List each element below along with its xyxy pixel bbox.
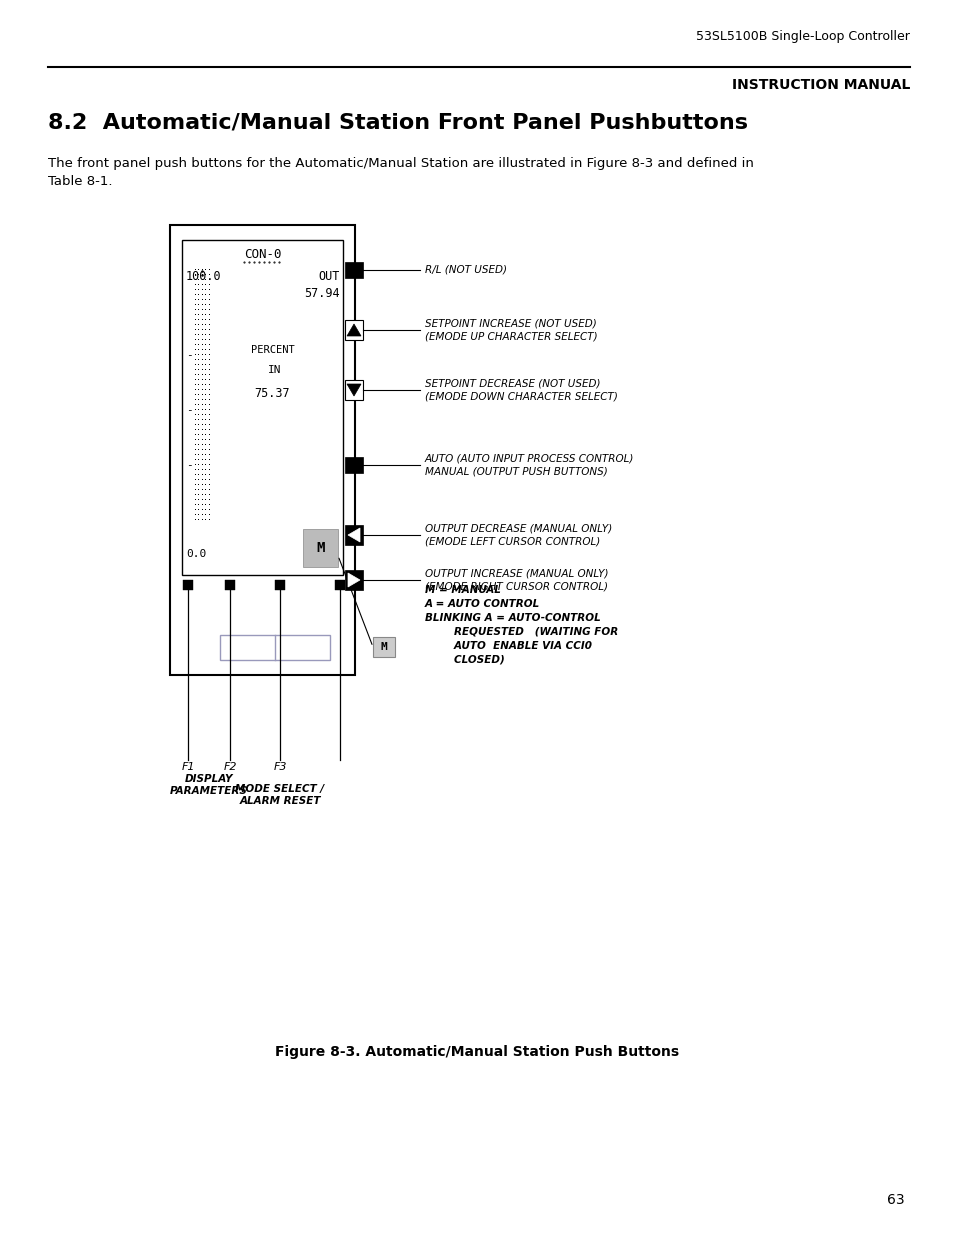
Bar [345,380,363,400]
Text: PERCENT: PERCENT [251,345,294,354]
Text: M = MANUAL: M = MANUAL [424,585,500,595]
Text: 0.0: 0.0 [186,550,206,559]
Bar [345,320,363,340]
Bar [303,529,337,567]
Bar [274,580,285,590]
Bar [373,637,395,657]
Text: AUTO (AUTO INPUT PROCESS CONTROL)
MANUAL (OUTPUT PUSH BUTTONS): AUTO (AUTO INPUT PROCESS CONTROL) MANUAL… [424,453,634,477]
Bar [345,525,363,545]
Text: 8.2  Automatic/Manual Station Front Panel Pushbuttons: 8.2 Automatic/Manual Station Front Panel… [48,112,747,133]
Text: 75.37: 75.37 [254,387,290,400]
Text: F2: F2 [223,762,236,772]
Text: 57.94: 57.94 [304,287,339,300]
Text: BLINKING A = AUTO-CONTROL: BLINKING A = AUTO-CONTROL [424,613,600,622]
Text: SETPOINT INCREASE (NOT USED)
(EMODE UP CHARACTER SELECT): SETPOINT INCREASE (NOT USED) (EMODE UP C… [424,319,597,341]
Text: INSTRUCTION MANUAL: INSTRUCTION MANUAL [731,78,909,91]
Text: 63: 63 [886,1193,904,1207]
Text: R/L (NOT USED): R/L (NOT USED) [424,266,506,275]
Text: -: - [186,350,193,359]
Text: AUTO  ENABLE VIA CCI0: AUTO ENABLE VIA CCI0 [424,641,592,651]
Text: 100.0: 100.0 [186,270,221,283]
Bar [345,571,363,590]
Text: CLOSED): CLOSED) [424,655,504,664]
Bar [170,225,355,676]
Bar [182,240,343,576]
Text: OUT: OUT [318,270,339,283]
Text: OUTPUT DECREASE (MANUAL ONLY)
(EMODE LEFT CURSOR CONTROL): OUTPUT DECREASE (MANUAL ONLY) (EMODE LEF… [424,524,612,546]
Text: The front panel push buttons for the Automatic/Manual Station are illustrated in: The front panel push buttons for the Aut… [48,157,753,170]
Text: Figure 8-3. Automatic/Manual Station Push Buttons: Figure 8-3. Automatic/Manual Station Pus… [274,1045,679,1058]
Bar [220,635,330,659]
Text: REQUESTED   (WAITING FOR: REQUESTED (WAITING FOR [424,627,618,637]
Text: DISPLAY
PARAMETERS: DISPLAY PARAMETERS [170,774,248,797]
Text: SETPOINT DECREASE (NOT USED)
(EMODE DOWN CHARACTER SELECT): SETPOINT DECREASE (NOT USED) (EMODE DOWN… [424,379,618,401]
Bar [345,262,363,278]
Bar [183,580,193,590]
Text: Table 8-1.: Table 8-1. [48,175,112,188]
Bar [335,580,345,590]
Text: A = AUTO CONTROL: A = AUTO CONTROL [424,599,539,609]
Polygon shape [348,573,359,587]
Text: OUTPUT INCREASE (MANUAL ONLY)
(EMODE RIGHT CURSOR CONTROL): OUTPUT INCREASE (MANUAL ONLY) (EMODE RIG… [424,569,608,592]
Text: M: M [316,541,324,555]
Text: F1: F1 [181,762,194,772]
Text: 53SL5100B Single-Loop Controller: 53SL5100B Single-Loop Controller [696,30,909,43]
Text: M: M [380,642,387,652]
Text: -: - [186,405,193,415]
Text: CON-0: CON-0 [244,248,281,261]
Polygon shape [347,384,360,396]
Text: MODE SELECT /
ALARM RESET: MODE SELECT / ALARM RESET [235,784,324,806]
Polygon shape [347,324,360,336]
Text: F3: F3 [273,762,287,772]
Bar [345,457,363,473]
Polygon shape [348,529,359,542]
Text: IN: IN [268,366,281,375]
Text: -: - [186,459,193,471]
Bar [225,580,234,590]
